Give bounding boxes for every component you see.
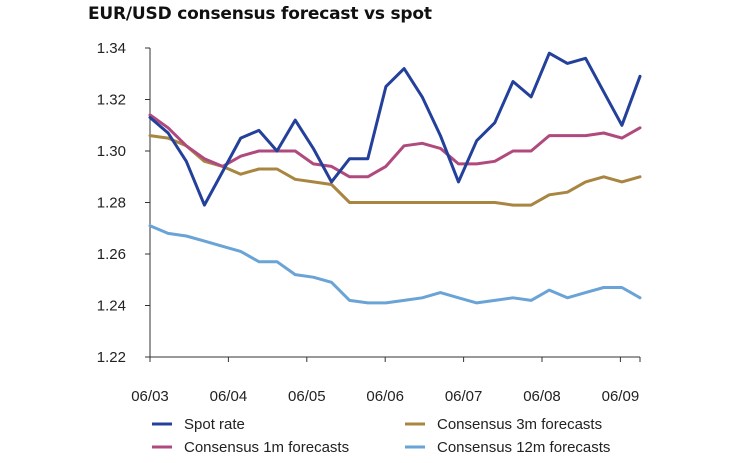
y-tick-label: 1.34 <box>97 40 126 57</box>
x-tick-label: 06/03 <box>131 388 169 405</box>
legend-label-consensus-3m-forecasts: Consensus 3m forecasts <box>437 416 602 433</box>
y-tick-label: 1.26 <box>97 246 126 263</box>
legend: Spot rate Consensus 1m forecasts Consensus… <box>152 416 610 456</box>
legend-label-consensus-12m-forecasts: Consensus 12m forecasts <box>437 439 610 456</box>
x-tick-label: 06/07 <box>445 388 483 405</box>
series-line-consensus-12m-forecasts <box>148 224 642 305</box>
series-line-consensus-3m-forecasts <box>148 134 642 207</box>
y-tick-label: 1.30 <box>97 143 126 160</box>
legend-label-consensus-1m-forecasts: Consensus 1m forecasts <box>184 439 349 456</box>
chart-title: EUR/USD consensus forecast vs spot <box>88 4 432 24</box>
y-tick-label: 1.24 <box>97 298 126 315</box>
y-tick-label: 1.32 <box>97 92 126 109</box>
axes: 1.22 1.24 1.26 1.28 1.30 1.32 1.34 06/03 06/04 06… <box>97 40 641 405</box>
series-lines <box>148 51 642 305</box>
legend-label-spot-rate: Spot rate <box>184 416 245 433</box>
series-line-spot-rate <box>148 51 642 207</box>
x-tick-label: 06/08 <box>523 388 561 405</box>
y-tick-label: 1.28 <box>97 195 126 212</box>
x-tick-label: 06/06 <box>366 388 404 405</box>
x-tick-label: 06/09 <box>602 388 640 405</box>
x-tick-label: 06/05 <box>288 388 326 405</box>
x-tick-label: 06/04 <box>210 388 248 405</box>
series-line-consensus-1m-forecasts <box>148 113 642 179</box>
y-tick-label: 1.22 <box>97 349 126 366</box>
